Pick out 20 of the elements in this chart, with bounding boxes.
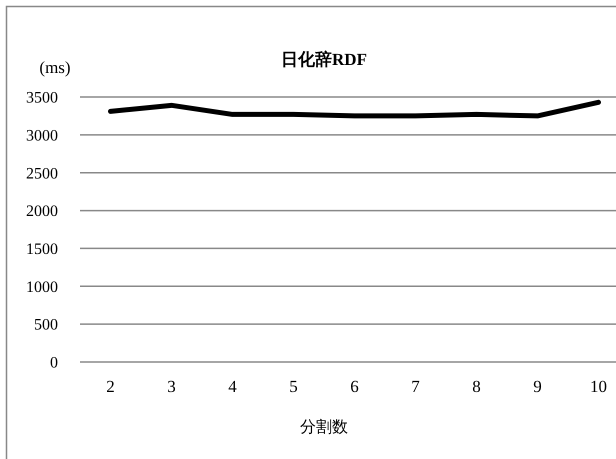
- x-tick-label: 8: [472, 377, 481, 396]
- x-tick-label: 6: [350, 377, 359, 396]
- y-tick-label: 500: [34, 316, 58, 334]
- x-tick-label: 9: [533, 377, 542, 396]
- y-tick-label: 3500: [26, 90, 58, 107]
- x-axis-title: 分割数: [300, 418, 348, 436]
- chart-title: 日化辞RDF: [281, 50, 367, 69]
- y-tick-label: 1500: [26, 241, 58, 258]
- x-tick-label: 2: [106, 377, 115, 396]
- x-tick-label: 7: [411, 377, 420, 396]
- x-tick-label: 4: [228, 377, 238, 396]
- y-axis-title: (ms): [39, 58, 71, 77]
- x-tick-label: 10: [590, 377, 607, 396]
- y-tick-label: 0: [50, 354, 58, 372]
- y-tick-label: 2000: [26, 203, 58, 220]
- y-tick-label: 3000: [26, 127, 58, 144]
- y-tick-label: 1000: [26, 278, 58, 296]
- y-tick-label: 2500: [26, 165, 58, 182]
- x-tick-label: 5: [289, 377, 298, 396]
- x-tick-label: 3: [167, 377, 176, 396]
